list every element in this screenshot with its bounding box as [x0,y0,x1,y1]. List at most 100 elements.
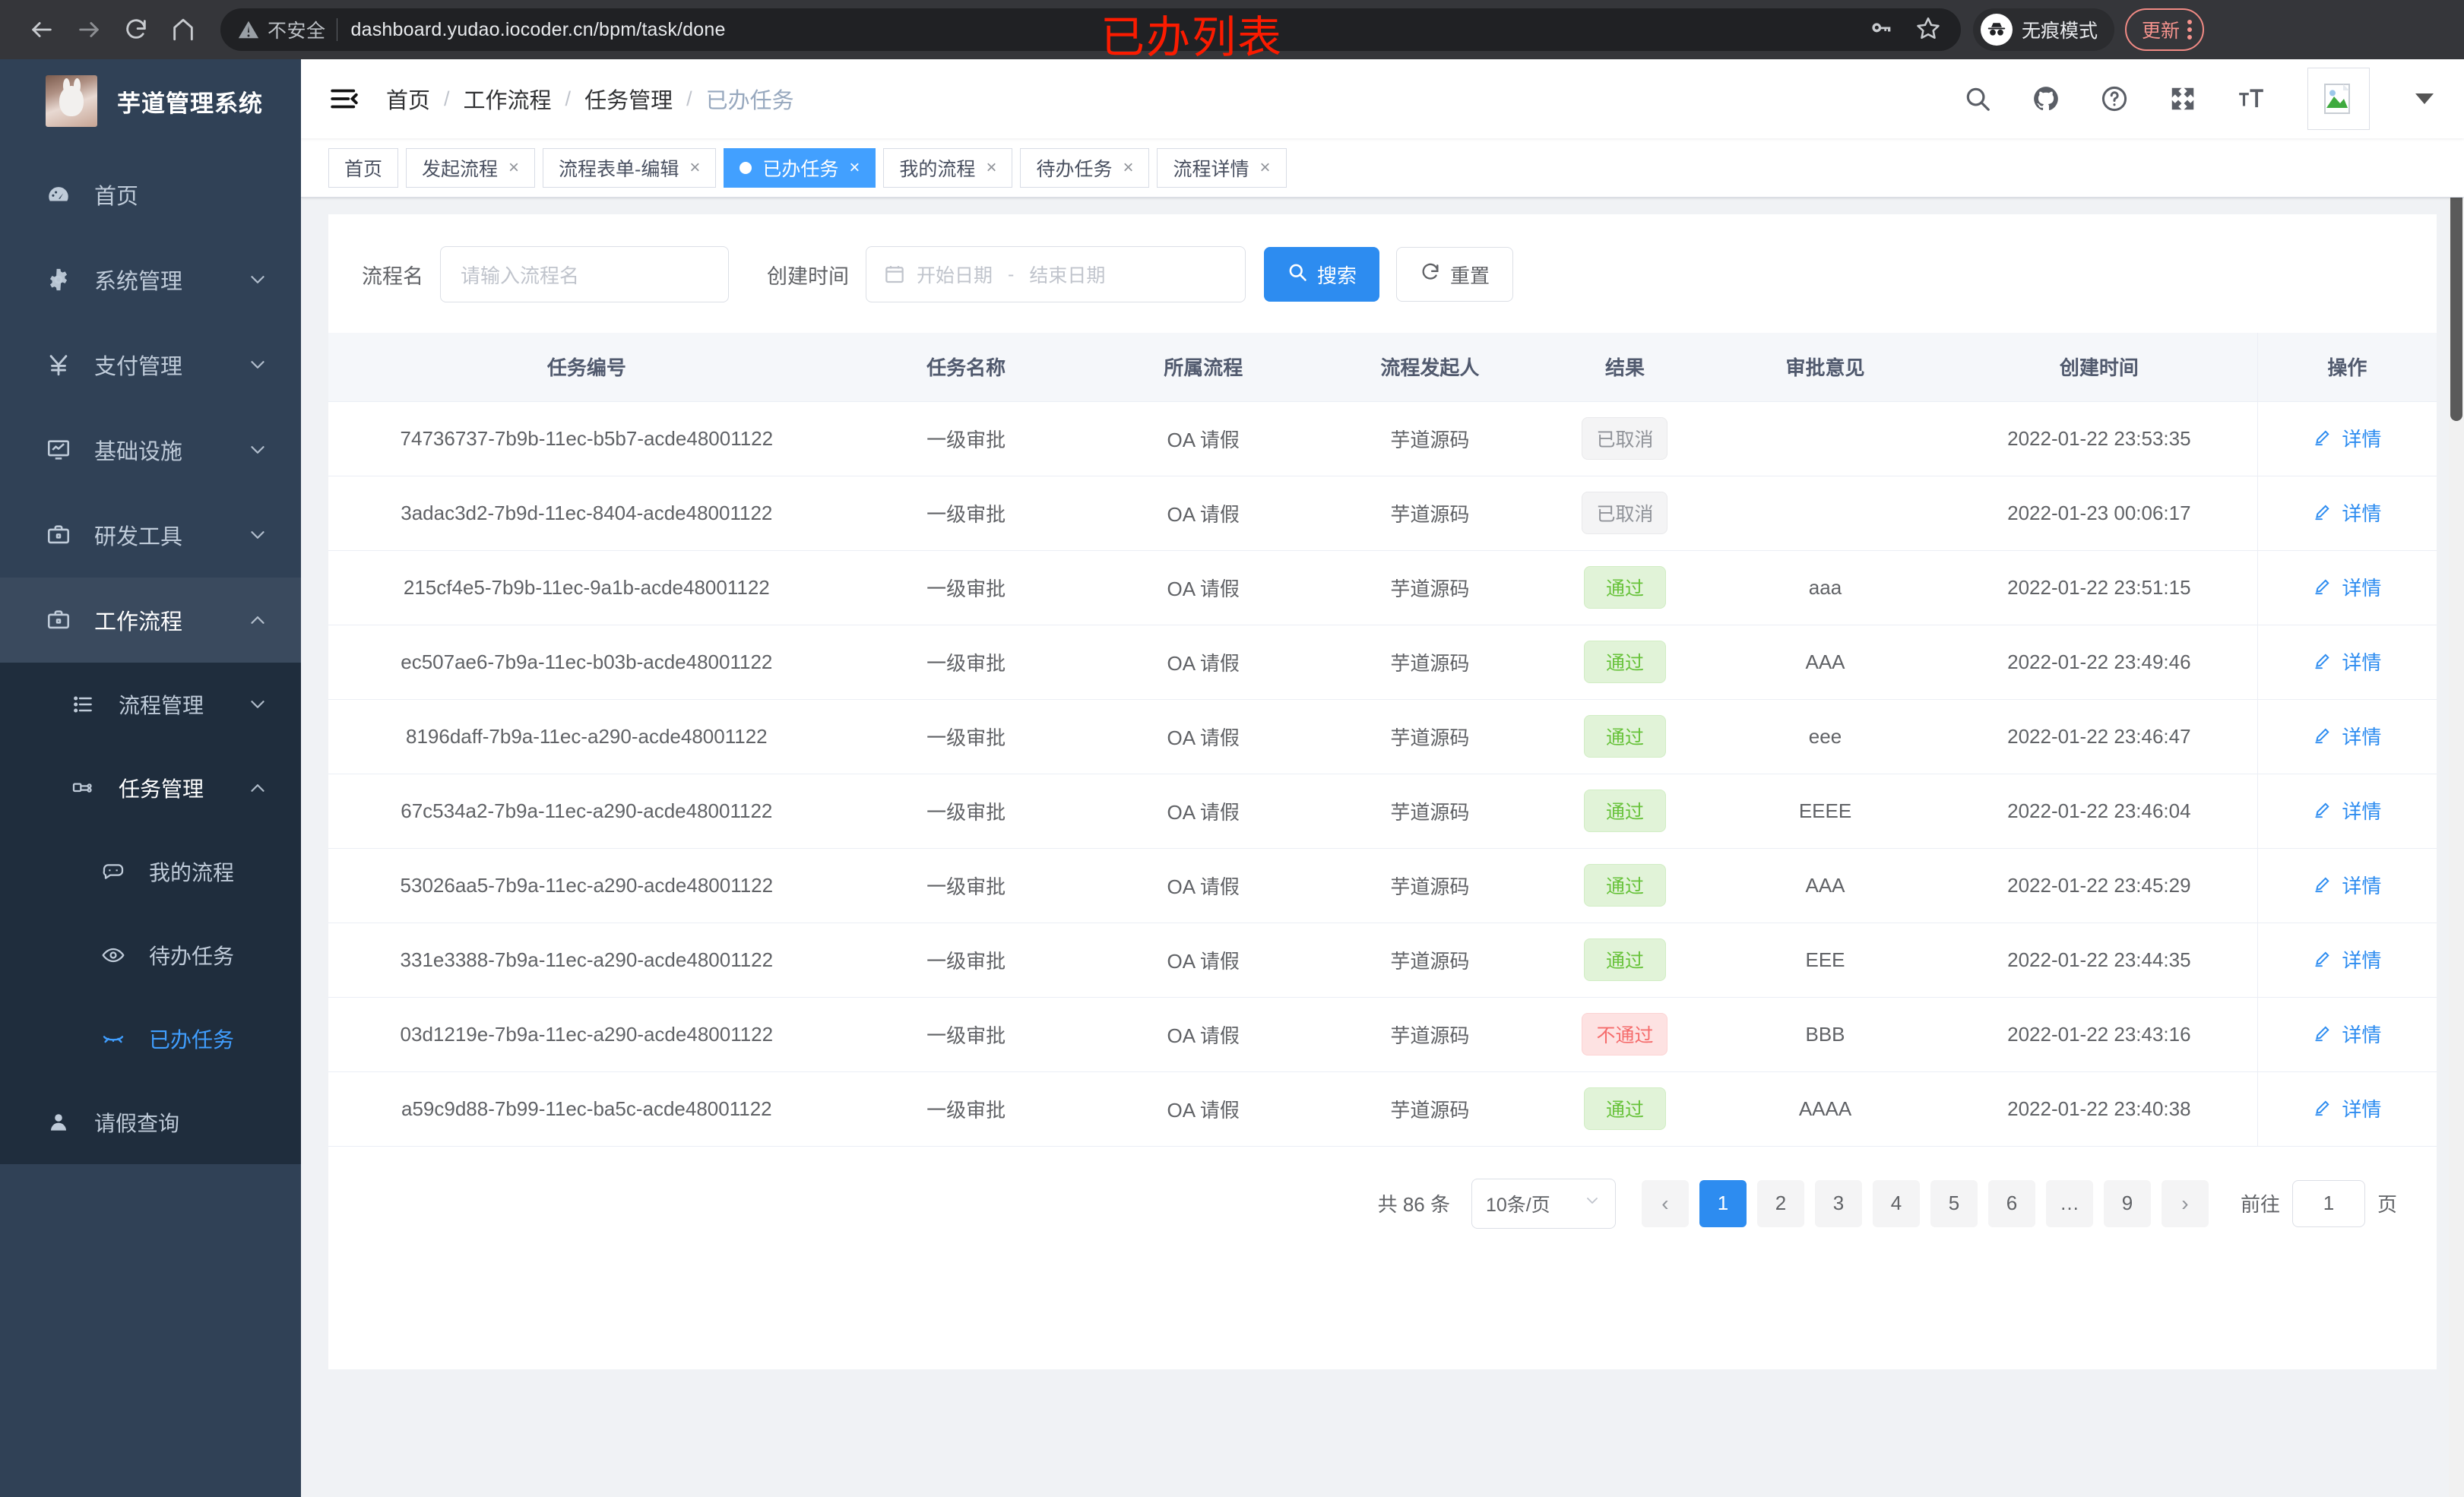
table-row[interactable]: 53026aa5-7b9a-11ec-a290-acde48001122 一级审… [328,848,2437,923]
pagination-page-4[interactable]: 4 [1872,1179,1920,1227]
forward-arrow-icon[interactable] [65,6,112,53]
pagination-next-button[interactable]: › [2161,1179,2209,1227]
sidebar-item-payment-management[interactable]: 支付管理 [0,322,301,407]
cell-opinion: AAA [1709,848,1942,923]
sidebar-item-done-task[interactable]: 已办任务 [0,997,301,1081]
detail-button[interactable]: 详情 [2313,424,2381,452]
reload-icon[interactable] [112,6,160,53]
home-icon[interactable] [160,6,207,53]
address-bar[interactable]: 不安全 dashboard.yudao.iocoder.cn/bpm/task/… [220,8,1961,51]
kebab-menu-icon[interactable] [2187,20,2193,40]
detail-button[interactable]: 详情 [2313,647,2381,676]
tab-process-detail[interactable]: 流程详情 × [1157,147,1287,188]
incognito-indicator[interactable]: 无痕模式 [1973,8,2115,51]
sidebar-item-workflow[interactable]: 工作流程 [0,578,301,663]
omnibox-actions [1868,8,1941,51]
back-arrow-icon[interactable] [18,6,65,53]
cell-task-name: 一级审批 [844,848,1088,923]
pagination-prev-button[interactable]: ‹ [1641,1179,1689,1227]
cell-created-time: 2022-01-22 23:44:35 [1941,923,2258,998]
close-icon[interactable]: × [1259,157,1271,178]
close-icon[interactable]: × [508,157,520,178]
font-size-icon[interactable] [2234,82,2268,116]
tab-done-task[interactable]: 已办任务 × [724,147,876,188]
sidebar-item-dev-tools[interactable]: 研发工具 [0,492,301,578]
bookmark-star-icon[interactable] [1915,15,1941,45]
sidebar-item-system-management[interactable]: 系统管理 [0,237,301,322]
tab-process-form-edit[interactable]: 流程表单-编辑 × [543,147,717,188]
table-row[interactable]: 8196daff-7b9a-11ec-a290-acde48001122 一级审… [328,699,2437,774]
detail-button[interactable]: 详情 [2313,871,2381,899]
table-row[interactable]: ec507ae6-7b9a-11ec-b03b-acde48001122 一级审… [328,625,2437,700]
tab-label: 流程表单-编辑 [559,158,679,180]
detail-label: 详情 [2342,799,2382,823]
breadcrumb-item[interactable]: 任务管理 [584,89,673,113]
pagination-ellipsis[interactable]: … [2045,1179,2093,1227]
sidebar-item-task-management[interactable]: 任务管理 [0,746,301,830]
sidebar-item-leave-query[interactable]: 请假查询 [0,1081,301,1164]
table-row[interactable]: a59c9d88-7b99-11ec-ba5c-acde48001122 一级审… [328,1071,2437,1147]
sidebar-item-process-management[interactable]: 流程管理 [0,663,301,746]
close-icon[interactable]: × [849,157,860,178]
pagination-page-5[interactable]: 5 [1930,1179,1978,1227]
table-row[interactable]: 67c534a2-7b9a-11ec-a290-acde48001122 一级审… [328,774,2437,849]
fullscreen-icon[interactable] [2166,82,2200,116]
close-icon[interactable]: × [689,157,701,178]
avatar[interactable] [2307,68,2370,130]
breadcrumb-item[interactable]: 首页 [386,89,431,113]
pagination-page-6[interactable]: 6 [1987,1179,2035,1227]
reset-button[interactable]: 重置 [1396,247,1514,302]
close-icon[interactable]: × [986,157,997,178]
column-header-process: 所属流程 [1087,333,1319,402]
search-button[interactable]: 搜索 [1264,247,1380,302]
cell-opinion: EEE [1709,923,1942,998]
process-name-input[interactable]: 请输入流程名 [440,246,729,302]
detail-button[interactable]: 详情 [2313,1094,2381,1122]
table-row[interactable]: 3adac3d2-7b9d-11ec-8404-acde48001122 一级审… [328,476,2437,551]
tab-home[interactable]: 首页 [328,147,399,188]
detail-button[interactable]: 详情 [2313,722,2381,750]
github-icon[interactable] [2029,82,2063,116]
pagination-page-2[interactable]: 2 [1756,1179,1804,1227]
eye-icon [97,939,129,971]
detail-button[interactable]: 详情 [2313,573,2381,601]
password-key-icon[interactable] [1868,16,1892,44]
create-time-daterange[interactable]: 开始日期 - 结束日期 [866,246,1246,302]
page-size-label: 10条/页 [1485,1194,1550,1216]
jump-page-input[interactable]: 1 [2291,1179,2365,1227]
sidebar-toggle-icon[interactable] [328,82,362,116]
pagination-page-3[interactable]: 3 [1814,1179,1862,1227]
table-row[interactable]: 331e3388-7b9a-11ec-a290-acde48001122 一级审… [328,923,2437,998]
detail-button[interactable]: 详情 [2313,1020,2381,1048]
tab-todo-task[interactable]: 待办任务 × [1020,147,1150,188]
detail-button[interactable]: 详情 [2313,796,2381,824]
update-button[interactable]: 更新 [2125,8,2205,51]
breadcrumb-item[interactable]: 工作流程 [463,89,552,113]
pagination-page-1[interactable]: 1 [1699,1179,1747,1227]
chevron-down-icon[interactable] [2415,93,2434,104]
detail-button[interactable]: 详情 [2313,945,2381,973]
sidebar-item-infrastructure[interactable]: 基础设施 [0,407,301,492]
table-head: 任务编号 任务名称 所属流程 流程发起人 结果 审批意见 创建时间 操作 [328,333,2437,402]
tab-my-process[interactable]: 我的流程 × [883,147,1013,188]
pagination-page-9[interactable]: 9 [2103,1179,2151,1227]
page-size-select[interactable]: 10条/页 [1471,1178,1616,1229]
sidebar-item-todo-task[interactable]: 待办任务 [0,913,301,997]
search-icon[interactable] [1961,82,1994,116]
table-row[interactable]: 74736737-7b9b-11ec-b5b7-acde48001122 一级审… [328,401,2437,476]
detail-button[interactable]: 详情 [2313,498,2381,527]
brand-header[interactable]: 芋道管理系统 [0,59,301,143]
chevron-down-icon [246,693,269,716]
cell-task-id: 53026aa5-7b9a-11ec-a290-acde48001122 [328,848,845,923]
cell-task-id: ec507ae6-7b9a-11ec-b03b-acde48001122 [328,625,845,700]
sidebar-item-home[interactable]: 首页 [0,152,301,237]
jump-label: 前往 [2240,1193,2280,1216]
sidebar-item-my-process[interactable]: 我的流程 [0,830,301,913]
help-circle-icon[interactable] [2098,82,2131,116]
table-row[interactable]: 03d1219e-7b9a-11ec-a290-acde48001122 一级审… [328,997,2437,1072]
close-icon[interactable]: × [1123,157,1134,178]
column-header-result: 结果 [1541,333,1709,402]
cell-process: OA 请假 [1087,774,1319,849]
tab-start-process[interactable]: 发起流程 × [406,147,536,188]
table-row[interactable]: 215cf4e5-7b9b-11ec-9a1b-acde48001122 一级审… [328,550,2437,625]
